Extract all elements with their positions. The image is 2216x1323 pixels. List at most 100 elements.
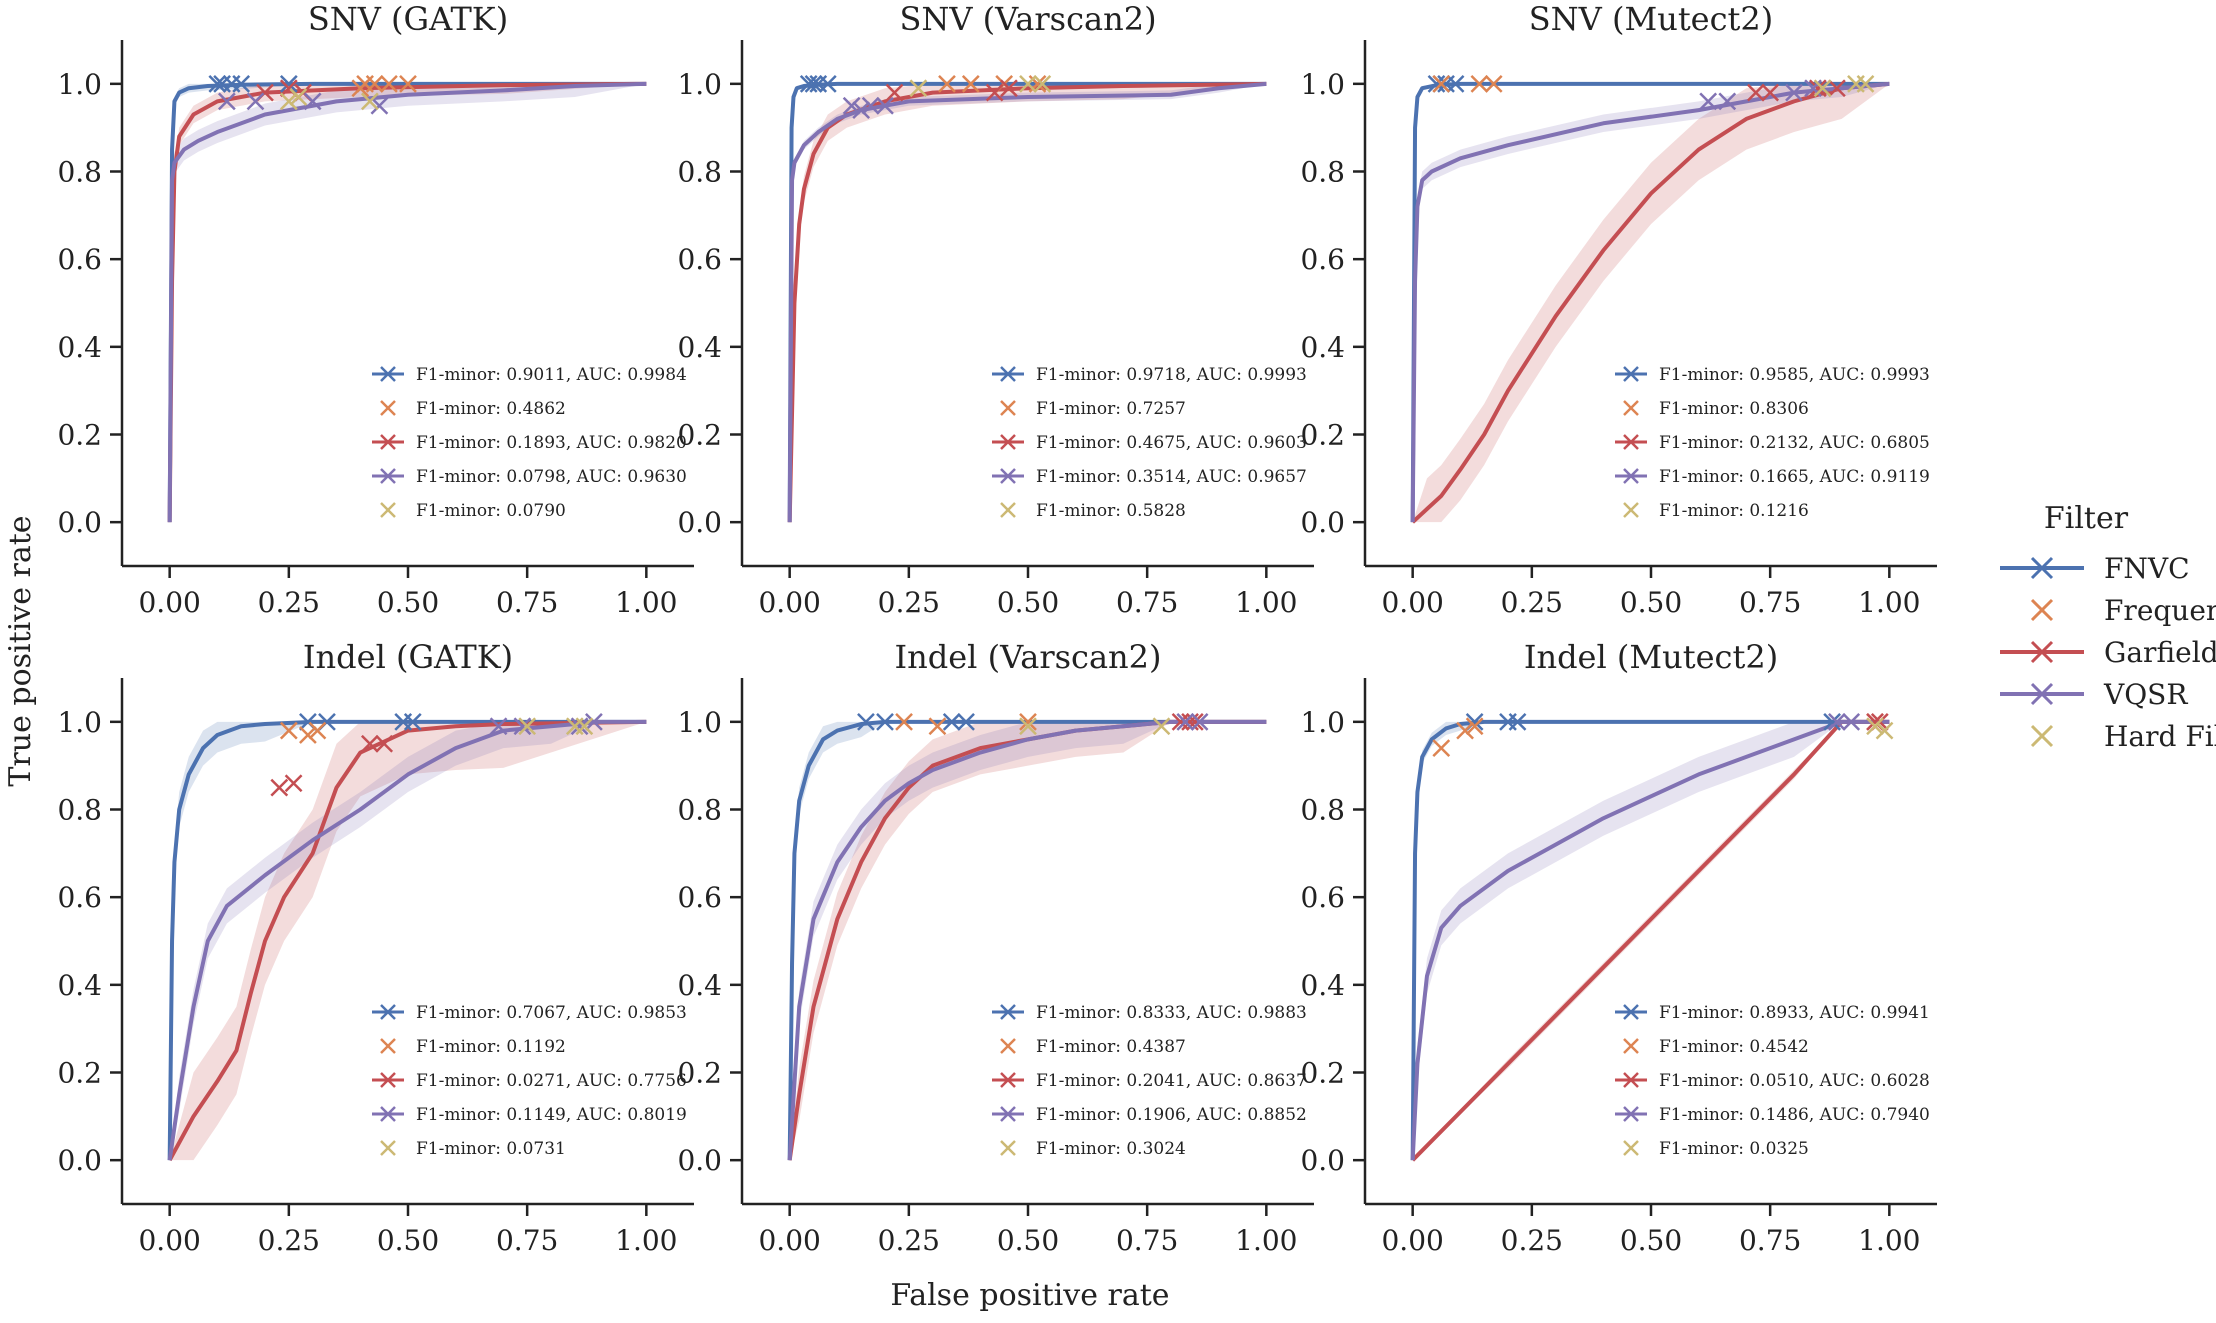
y-tick-label: 1.0	[1300, 706, 1345, 739]
marker-frequency	[356, 74, 374, 93]
legend-marker	[380, 1140, 396, 1156]
panel-legend-item-fnvc: F1-minor: 0.8333, AUC: 0.9883	[992, 1003, 1307, 1023]
marker-stroke	[370, 96, 389, 115]
figure-legend-title: Filter	[2044, 501, 2129, 536]
x-tick-label: 0.25	[1501, 1224, 1563, 1257]
legend-marker	[1000, 1004, 1016, 1020]
marker-stroke	[213, 74, 231, 93]
marker-frequency	[1432, 739, 1451, 758]
marker-stroke	[1176, 712, 1195, 731]
panel-legend-label: F1-minor: 0.9011, AUC: 0.9984	[416, 365, 687, 385]
y-tick-label: 0.8	[57, 156, 102, 189]
marker-stroke	[232, 74, 251, 93]
y-tick-label: 1.0	[57, 706, 102, 739]
roc-line-garfield	[1411, 81, 1890, 524]
panel-legend-item-garfield: F1-minor: 0.0510, AUC: 0.6028	[1615, 1071, 1930, 1091]
confidence-band-vqsr	[789, 721, 1267, 1161]
panel-legend-label: F1-minor: 0.8333, AUC: 0.9883	[1036, 1003, 1307, 1023]
x-tick-label: 0.25	[878, 1224, 940, 1257]
marker-vqsr	[876, 96, 894, 115]
marker-stroke	[1470, 74, 1489, 93]
marker-vqsr	[1190, 712, 1209, 731]
panel-title: Indel (Varscan2)	[895, 638, 1162, 676]
x-tick-label: 1.00	[1858, 586, 1920, 619]
x-tick-label: 1.00	[615, 1224, 677, 1257]
panel-legend-label: F1-minor: 0.0325	[1659, 1139, 1809, 1159]
marker-frequency	[380, 74, 398, 93]
legend-marker	[1623, 502, 1639, 518]
marker-vqsr	[842, 96, 861, 115]
marker-stroke	[1019, 712, 1037, 731]
y-tick-label: 0.2	[1300, 1057, 1345, 1090]
roc-line-vqsr	[1410, 719, 1890, 1161]
marker-hard-filter	[360, 92, 379, 111]
marker-stroke	[403, 712, 422, 731]
y-tick-label: 0.4	[1300, 331, 1345, 364]
legend-marker	[1623, 1106, 1639, 1122]
marker-stroke	[380, 74, 398, 93]
roc-line-garfield	[787, 81, 1267, 523]
panel-legend-label: F1-minor: 0.1149, AUC: 0.8019	[416, 1105, 687, 1125]
panel-legend-label: F1-minor: 0.3514, AUC: 0.9657	[1036, 467, 1307, 487]
marker-vqsr	[1176, 712, 1195, 731]
marker-stroke	[1484, 74, 1503, 93]
marker-stroke	[1432, 74, 1451, 93]
y-tick-label: 0.0	[677, 506, 722, 539]
y-tick-label: 0.2	[677, 1057, 722, 1090]
marker-hard-filter	[1019, 74, 1037, 93]
marker-hard-filter	[1033, 74, 1052, 93]
panel-legend-item-frequency: F1-minor: 0.4862	[380, 399, 566, 419]
marker-frequency	[1019, 712, 1037, 731]
legend-marker	[1623, 434, 1639, 450]
figure-legend: Filter FNVC Frequency Garfield VQSR Hard Fil…	[2000, 501, 2216, 753]
marker-fnvc	[1446, 74, 1465, 93]
panel-legend-label: F1-minor: 0.4387	[1036, 1037, 1186, 1057]
marker-stroke	[1465, 717, 1484, 736]
marker-stroke	[299, 712, 317, 731]
figure-legend-item-hard-filter: Hard Filter	[2030, 720, 2216, 753]
marker-garfield	[1808, 79, 1827, 98]
marker-stroke	[489, 717, 508, 736]
marker-stroke	[518, 717, 537, 736]
chart-panels: SNV (GATK) 0.0 0.2 0.4 0.6 0.8 1.0 0.00 0.25 0.50…	[57, 0, 1937, 1257]
roc-line-garfield	[167, 719, 647, 1162]
marker-stroke	[360, 92, 379, 111]
legend-marker	[380, 1106, 396, 1122]
x-tick-label: 0.25	[258, 1224, 320, 1257]
marker-vqsr	[370, 96, 389, 115]
marker-frequency	[1432, 74, 1451, 93]
marker-vqsr	[1718, 92, 1737, 111]
figure-legend-label: Frequency	[2104, 594, 2216, 627]
panel-legend-label: F1-minor: 0.4542	[1659, 1037, 1809, 1057]
marker-stroke	[299, 726, 317, 744]
marker-vqsr	[1699, 92, 1718, 111]
legend-marker	[1623, 366, 1639, 382]
marker-vqsr	[585, 712, 603, 731]
x-tick-label: 1.00	[1235, 586, 1297, 619]
panel-legend-item-frequency: F1-minor: 0.8306	[1623, 399, 1809, 419]
panel-legend-item-fnvc: F1-minor: 0.9718, AUC: 0.9993	[992, 365, 1307, 385]
legend-marker	[380, 366, 396, 382]
panel-legend-label: F1-minor: 0.2041, AUC: 0.8637	[1036, 1071, 1307, 1091]
legend-marker	[1623, 1140, 1639, 1156]
panel-legend-label: F1-minor: 0.1216	[1659, 501, 1809, 521]
marker-vqsr	[489, 717, 508, 736]
marker-garfield	[270, 778, 289, 797]
figure-legend-label: VQSR	[2103, 678, 2188, 711]
panel-legend-item-fnvc: F1-minor: 0.7067, AUC: 0.9853	[372, 1003, 687, 1023]
marker-stroke	[1718, 92, 1737, 111]
y-tick-label: 0.8	[1300, 156, 1345, 189]
figure-legend-item-fnvc: FNVC	[2000, 552, 2190, 585]
panel-legend-item-garfield: F1-minor: 0.4675, AUC: 0.9603	[992, 433, 1307, 453]
legend-marker	[2030, 556, 2054, 580]
marker-stroke	[1456, 721, 1474, 740]
figure-xlabel: False positive rate	[890, 1278, 1169, 1313]
marker-fnvc	[208, 74, 227, 93]
marker-fnvc	[403, 712, 422, 731]
panel-title: SNV (GATK)	[308, 0, 508, 38]
y-tick-label: 0.8	[677, 794, 722, 827]
panel-legend-label: F1-minor: 0.0731	[416, 1139, 566, 1159]
legend-marker	[380, 400, 396, 416]
y-tick-label: 0.4	[677, 331, 722, 364]
